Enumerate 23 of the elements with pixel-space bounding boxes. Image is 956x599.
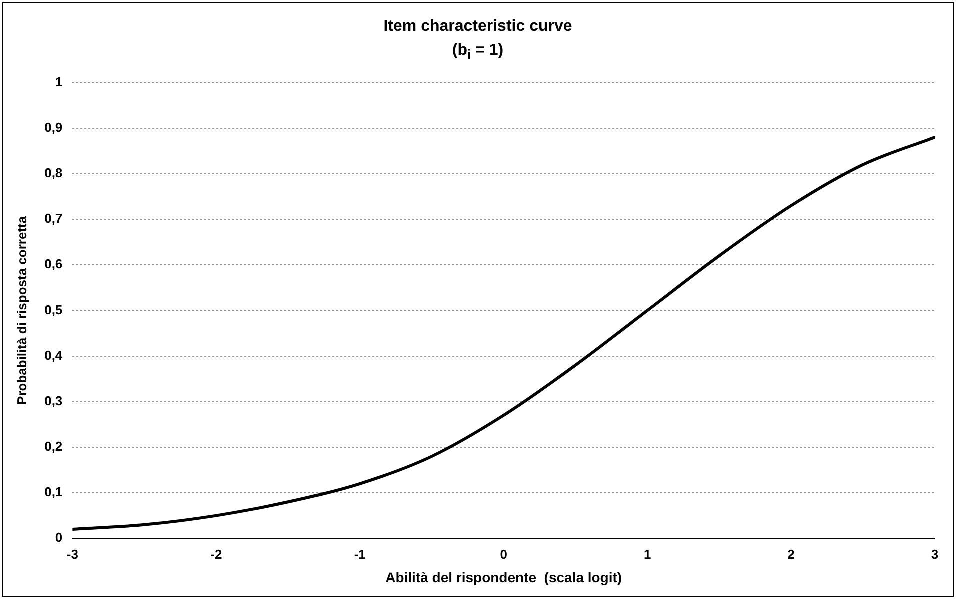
y-tick-label: 0,7 [44, 211, 63, 226]
y-tick-label: 0,9 [44, 120, 63, 135]
y-axis-title: Probabilità di risposta corretta [14, 216, 30, 405]
x-tick-label: 0 [500, 546, 508, 562]
x-tick-label: 2 [788, 546, 795, 562]
x-tick-label: 3 [931, 546, 939, 562]
x-tick-label: -1 [354, 546, 366, 562]
chart-subtitle: (b$_{i}$ = 1) [451, 41, 505, 64]
x-tick-label: -3 [66, 546, 78, 562]
y-tick-label: 0,4 [44, 348, 64, 363]
y-tick-label: 0,1 [44, 484, 63, 500]
x-tick-label: 1 [644, 546, 652, 562]
y-tick-label: 0,2 [44, 439, 63, 454]
line-series [72, 136, 935, 531]
y-tick-label: 0,5 [44, 302, 63, 318]
y-tick-label: 1 [55, 74, 63, 90]
y-tick-label: 0,3 [44, 393, 63, 408]
y-tick-label: 0 [55, 530, 63, 546]
y-tick-label: 0,6 [44, 256, 63, 272]
y-tick-label: 0,8 [44, 166, 63, 181]
x-axis-title: Abilità del rispondente (scala logit) [386, 569, 622, 586]
chart-title: Item characteristic curve [382, 17, 574, 37]
x-tick-label: -2 [210, 546, 222, 562]
